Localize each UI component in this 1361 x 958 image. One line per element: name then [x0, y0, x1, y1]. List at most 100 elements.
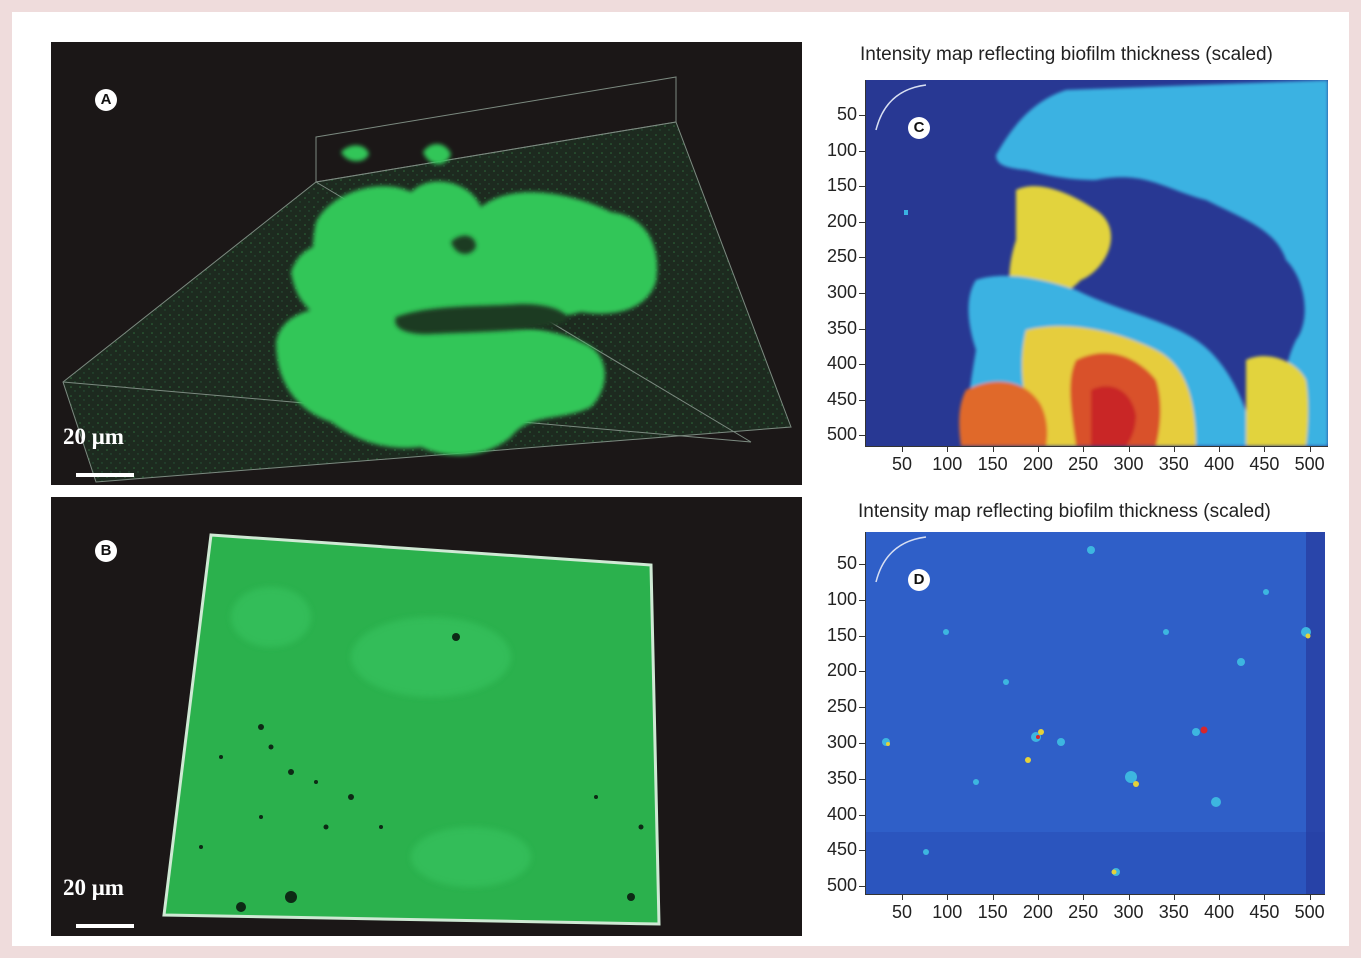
panel-d-heatmap — [866, 532, 1325, 894]
panel-d-x-axis — [865, 894, 1325, 895]
panel-d-y-axis — [865, 532, 866, 895]
panel-a-scale-bar — [76, 473, 134, 477]
d-ytick-mark — [859, 886, 865, 888]
c-xtick-label: 350 — [1158, 454, 1189, 474]
d-ytick-mark — [859, 743, 865, 744]
panel-a-3d-biofilm: A 20 μm — [51, 42, 802, 485]
c-ytick-mark — [859, 221, 865, 223]
d-xtick-label: 400 — [1204, 902, 1235, 922]
d-ytick-mark — [859, 599, 865, 601]
c-ytick-mark — [859, 115, 865, 116]
c-ytick-label: 350 — [826, 317, 857, 338]
c-ytick-mark — [859, 150, 865, 152]
c-ytick-mark — [859, 293, 865, 294]
d-ytick-mark — [859, 635, 865, 637]
d-xtick-mark — [1173, 894, 1175, 900]
c-ytick-label: 200 — [826, 210, 857, 231]
c-ytick-label: 400 — [826, 353, 857, 374]
panel-c-label: C — [908, 117, 930, 139]
c-ytick-mark — [859, 328, 865, 330]
d-xtick-mark — [902, 894, 903, 900]
c-ytick-label: 150 — [826, 175, 857, 196]
c-xtick-mark — [1219, 446, 1221, 452]
d-ytick-mark — [859, 850, 865, 852]
c-xtick-label: 450 — [1249, 454, 1280, 474]
c-ytick-mark — [859, 399, 865, 401]
d-ytick-label: 50 — [836, 553, 857, 573]
d-ytick-label: 200 — [826, 660, 857, 681]
panel-b-topdown-biofilm: B 20 μm — [51, 497, 802, 936]
c-ytick-label: 250 — [826, 246, 857, 267]
d-ytick-mark — [859, 778, 865, 780]
d-xtick-label: 50 — [891, 902, 913, 922]
c-xtick-mark — [1128, 446, 1130, 452]
c-xtick-label: 300 — [1113, 454, 1144, 474]
d-ytick-label: 350 — [826, 767, 857, 788]
d-ytick-mark — [859, 707, 865, 709]
panel-d-label: D — [908, 569, 930, 591]
c-ytick-mark — [859, 257, 865, 259]
d-xtick-mark — [1037, 894, 1039, 900]
panel-a-label: A — [95, 89, 117, 111]
panel-b-scale-bar — [76, 924, 134, 928]
c-xtick-label: 500 — [1294, 454, 1325, 474]
panel-b-scale-label: 20 μm — [63, 875, 124, 900]
d-ytick-label: 250 — [826, 696, 857, 717]
d-xtick-label: 100 — [932, 902, 963, 922]
d-xtick-mark — [947, 894, 949, 900]
c-xtick-mark — [1173, 446, 1175, 452]
c-xtick-mark — [1309, 446, 1311, 452]
d-ytick-mark — [859, 564, 865, 565]
c-xtick-label: 200 — [1022, 454, 1053, 474]
panel-c-heatmap-graphic — [875, 80, 1328, 446]
d-ytick-label: 500 — [826, 875, 857, 896]
d-xtick-label: 200 — [1022, 902, 1053, 922]
c-xtick-mark — [992, 446, 994, 452]
c-ytick-mark — [859, 186, 865, 188]
d-xtick-mark — [1083, 894, 1085, 900]
panel-d-heatmap-graphic — [866, 532, 1325, 894]
c-ytick-mark — [859, 435, 865, 437]
c-xtick-label: 400 — [1204, 454, 1235, 474]
d-xtick-mark — [1128, 894, 1130, 900]
c-xtick-mark — [1083, 446, 1085, 452]
d-ytick-label: 100 — [826, 588, 857, 609]
d-xtick-label: 350 — [1158, 902, 1189, 922]
c-xtick-label: 100 — [932, 454, 963, 474]
d-xtick-label: 300 — [1113, 902, 1144, 922]
c-xtick-mark — [947, 446, 949, 452]
panel-b-illustration — [162, 533, 661, 926]
c-ytick-mark — [859, 364, 865, 366]
c-ytick-label: 300 — [826, 282, 857, 302]
d-xtick-label: 250 — [1068, 902, 1099, 922]
panel-d-title: Intensity map reflecting biofilm thickne… — [858, 501, 1271, 522]
panel-c-x-axis — [865, 446, 1328, 447]
d-xtick-mark — [1219, 894, 1221, 900]
panel-a-illustration — [62, 76, 792, 483]
c-ytick-label: 450 — [826, 388, 857, 409]
panel-c-heatmap — [866, 80, 1328, 446]
c-ytick-label: 50 — [836, 104, 857, 124]
c-xtick-label: 50 — [891, 454, 913, 474]
d-xtick-mark — [1309, 894, 1311, 900]
d-ytick-label: 150 — [826, 624, 857, 645]
c-xtick-mark — [1037, 446, 1039, 452]
d-ytick-label: 400 — [826, 803, 857, 824]
d-ytick-mark — [859, 814, 865, 816]
panel-c-y-axis — [865, 80, 866, 447]
d-ytick-label: 300 — [826, 732, 857, 752]
d-xtick-label: 450 — [1249, 902, 1280, 922]
c-xtick-mark — [1264, 446, 1266, 452]
panel-a-scale-label: 20 μm — [63, 424, 124, 449]
d-ytick-label: 450 — [826, 839, 857, 860]
c-xtick-label: 150 — [977, 454, 1008, 474]
c-xtick-mark — [902, 446, 903, 452]
panel-b-label: B — [95, 540, 117, 562]
c-ytick-label: 500 — [826, 424, 857, 445]
d-xtick-mark — [992, 894, 994, 900]
d-xtick-mark — [1264, 894, 1266, 900]
d-xtick-label: 500 — [1294, 902, 1325, 922]
c-ytick-label: 100 — [826, 139, 857, 160]
d-ytick-mark — [859, 671, 865, 673]
c-xtick-label: 250 — [1068, 454, 1099, 474]
